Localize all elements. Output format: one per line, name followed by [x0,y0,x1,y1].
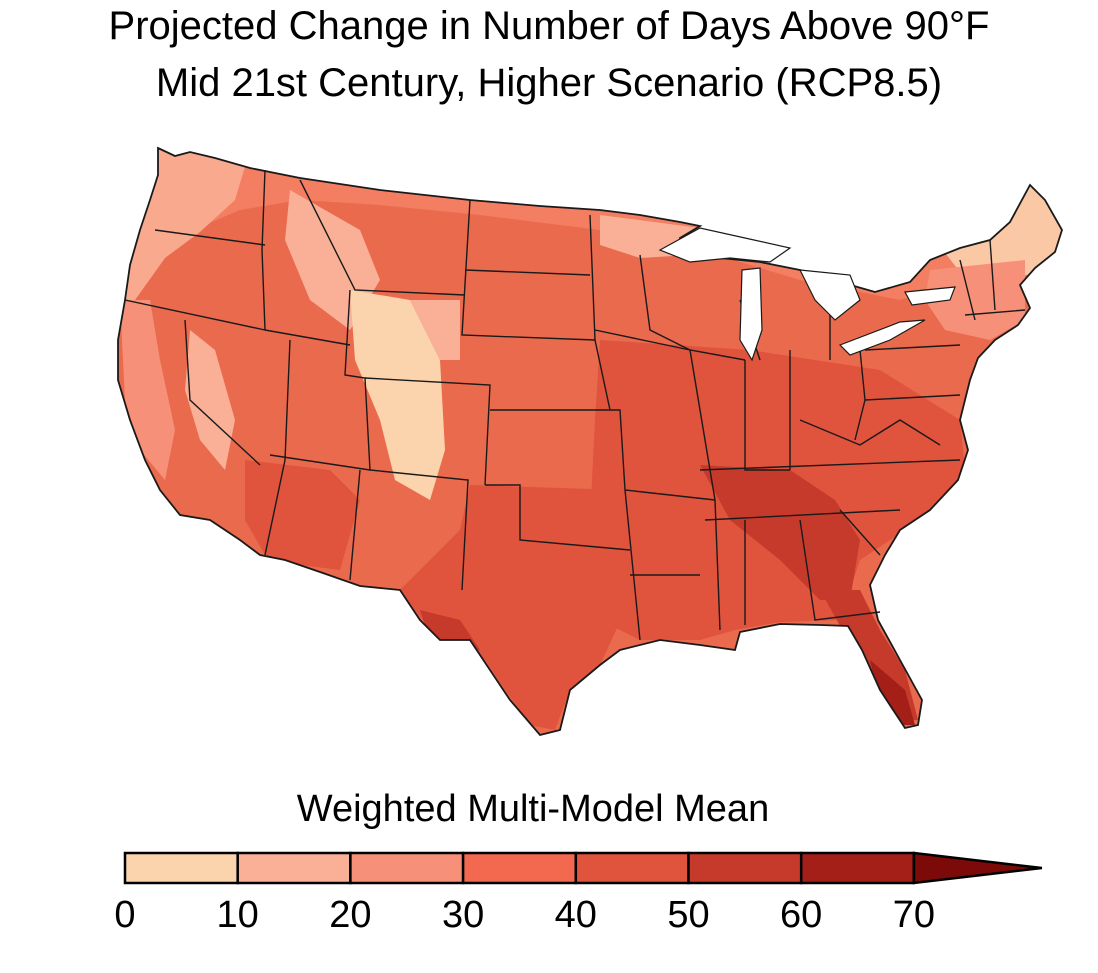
illinois-indiana-line [744,360,790,471]
legend-bin-30-40 [461,851,578,885]
pennsylvania-south-line [864,394,961,401]
sierra-nevada-fill [185,330,235,470]
wyoming-basin-fill [410,300,460,360]
nevada-utah-line [264,339,291,556]
dakotas-east-line [589,214,611,411]
minnesota-wisconsin-line [639,254,691,351]
dakotas-west-line [461,199,596,341]
legend-extend-arrow [912,851,1043,885]
legend-tick-0: 0 [114,894,136,936]
georgia-carolina-line [839,509,881,556]
deep-south-fill [700,465,860,600]
lake-huron [798,269,861,321]
legend-bin-0-10 [123,851,239,885]
lake-michigan [739,267,763,362]
legend-bin-60-70 [799,851,916,885]
new-york-south-line [864,344,961,351]
legend-bins [123,851,1043,885]
tennessee-north-line [699,459,961,471]
us-map [117,146,1063,737]
arkansas-louisiana-west-line [624,489,641,641]
arizona-new-mexico-line [349,469,361,581]
kentucky-virginia-line [799,419,941,446]
legend-tick-40: 40 [554,894,597,936]
oregon-california-line [124,299,266,331]
map-title: Projected Change in Number of Days Above… [108,4,990,48]
legend-bin-20-30 [349,851,465,885]
new-mexico-line [369,469,469,591]
northeast-fill [925,260,1025,340]
legend-bin-10-20 [236,851,352,885]
nd-sd-line [464,269,591,276]
montana-south-line [299,179,466,296]
idaho-nevada-line [264,329,351,346]
great-lakes [658,227,956,362]
colorado-line [364,377,491,486]
lake-ontario [904,286,956,306]
legend-tick-10: 10 [216,894,259,936]
map-subtitle: Mid 21st Century, Higher Scenario (RCP8.… [155,61,943,105]
vermont-line [959,259,976,321]
lake-superior [658,227,792,263]
massachusetts-line [964,309,1026,316]
lake-erie [838,319,926,356]
legend-tick-30: 30 [441,894,485,936]
desert-southwest-fill [245,460,360,570]
missouri-arkansas-line [624,489,716,501]
legend-title: Weighted Multi-Model Mean [296,788,770,830]
pacific-coast-fill [120,300,175,480]
new-hampshire-line [989,239,996,311]
legend-tick-20: 20 [329,894,372,936]
legend-tick-70: 70 [892,894,936,936]
alabama-georgia-line [799,519,881,621]
south-florida-fill [870,660,915,725]
california-nevada-line [184,319,261,466]
texas-fill [400,485,630,730]
legend-tick-50: 50 [667,894,710,936]
washington-oregon-line [154,229,266,246]
oklahoma-line [485,484,631,551]
central-rockies-fill [350,290,445,500]
idaho-west-line [261,169,266,331]
legend-bin-40-50 [574,851,690,885]
kansas-line [490,409,626,491]
legend-tick-60: 60 [780,894,823,936]
legend-bin-50-60 [687,851,803,885]
tennessee-south-line [704,509,901,521]
